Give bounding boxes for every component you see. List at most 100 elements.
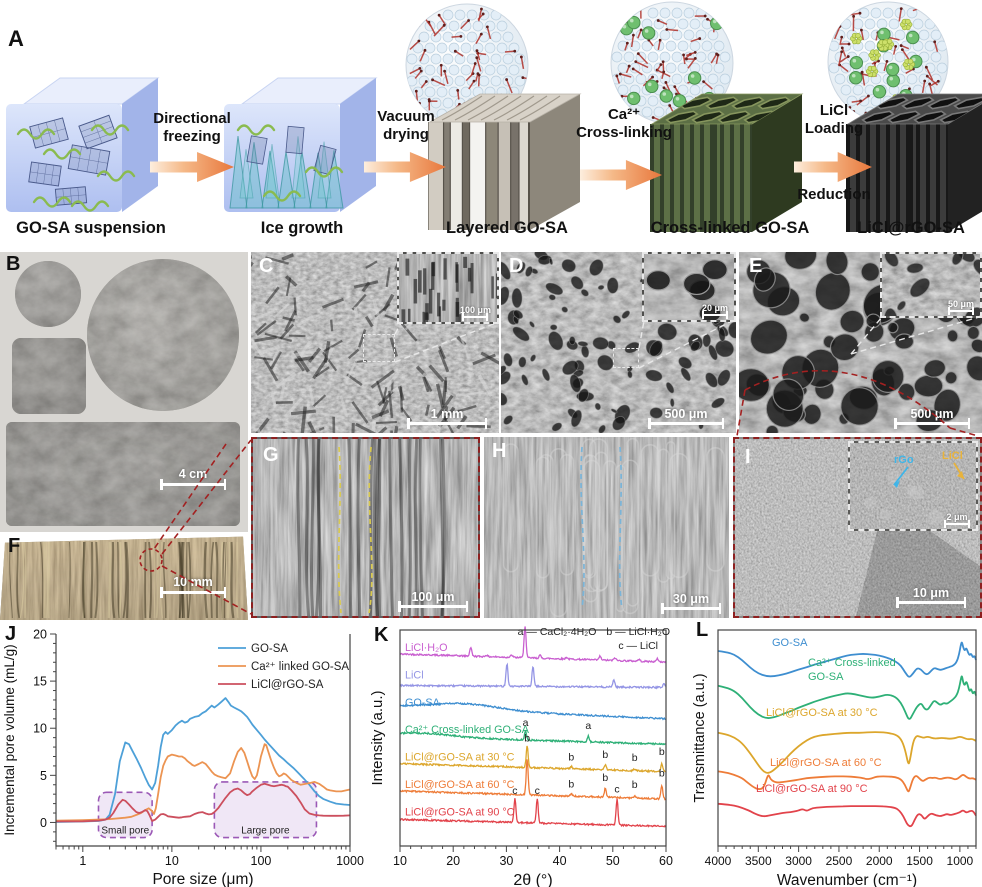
panel-label-c: C [259, 255, 274, 277]
atom-dot [423, 48, 427, 52]
atom-sphere [442, 75, 454, 87]
trace-label: Ca²⁺ Cross-linked [808, 657, 896, 669]
atom-sphere [412, 42, 424, 54]
atom-dot [615, 74, 619, 78]
x-axis-title: 2θ (°) [513, 872, 552, 887]
scale-bar-line [896, 597, 966, 608]
scale-bar-line [462, 313, 489, 321]
trace-label: LiCl·H₂O [405, 642, 448, 654]
atom-dot [656, 19, 660, 22]
peak-label: b [602, 749, 608, 761]
rgo-annotation: rGo [894, 454, 914, 466]
alginate-chain [96, 170, 136, 182]
legend-label: GO-SA [251, 643, 288, 655]
bond [635, 60, 649, 69]
atom-sphere [653, 106, 665, 118]
atom-sphere [647, 95, 659, 107]
atom-dot [923, 79, 927, 83]
scale-bar-text: 500 μm [910, 406, 954, 421]
atom-dot [925, 74, 929, 78]
atom-dot [702, 80, 705, 83]
atom-dot [717, 18, 721, 22]
bond [933, 41, 939, 53]
layered-slab [486, 122, 498, 230]
scale-bar-text: 50 μm [947, 299, 974, 309]
atom-sphere [448, 20, 460, 32]
trace-label: Ca²⁺ Cross-linked GO-SA [405, 724, 530, 736]
atom-sphere [876, 18, 888, 30]
atom-sphere [689, 18, 701, 30]
trace-label: GO-SA [772, 637, 808, 649]
go-sheet [78, 114, 118, 150]
atom-sphere [448, 64, 460, 76]
atom-dot [894, 44, 898, 48]
arrow-label-reduction: Reduction [797, 186, 871, 203]
atom-sphere [840, 18, 852, 30]
atom-dot [439, 63, 443, 67]
ice-growth-cube [224, 77, 378, 212]
legend-label: Ca²⁺ linked GO-SA [251, 661, 349, 673]
scale-bar-line [648, 418, 724, 429]
panel-label-i: I [745, 446, 751, 468]
atom-dot [685, 57, 688, 61]
atom-dot [866, 94, 870, 98]
atom-dot [479, 32, 483, 36]
texture [484, 437, 729, 618]
bond [432, 79, 446, 87]
atom-dot [459, 35, 463, 38]
xrd-trace-Ca²⁺ Cross-linked GO-SA [399, 729, 666, 746]
atom-dot [673, 85, 677, 89]
trace-label: GO-SA [808, 671, 844, 683]
atom-sphere [490, 75, 502, 87]
atom-sphere [707, 29, 719, 41]
atom-dot [627, 64, 631, 68]
atom-sphere [671, 7, 683, 19]
atom-dot [936, 79, 940, 83]
x-tick: 40 [553, 854, 567, 868]
y-tick: 15 [33, 675, 47, 689]
peak-label: b [568, 778, 574, 790]
atom-sphere [701, 62, 713, 74]
atom-dot [933, 40, 937, 44]
x-tick: 1000 [336, 854, 364, 868]
atom-sphere [683, 7, 695, 19]
atom-sphere [924, 40, 936, 52]
scale-bar-line [398, 601, 468, 612]
atom-dot [427, 99, 431, 103]
inset-detail-overlay [864, 462, 965, 525]
layered-slab [462, 122, 469, 230]
bond [486, 26, 492, 40]
bond [409, 67, 421, 75]
atom-sphere [671, 29, 683, 41]
atom-sphere [460, 64, 472, 76]
atom-dot [908, 87, 911, 91]
atom-dot [833, 16, 837, 20]
layered-top-line [454, 95, 496, 121]
atom-sphere [514, 53, 526, 65]
layered-slab [470, 122, 486, 230]
atom-sphere [430, 53, 442, 65]
atom-dot [626, 11, 630, 14]
lamella-trace-yellow [368, 446, 373, 614]
atom-sphere [683, 29, 695, 41]
atom-sphere [496, 20, 508, 32]
licl-cluster [871, 65, 877, 72]
bond [477, 8, 483, 22]
honeycomb-side [948, 103, 982, 232]
go-sheet [28, 161, 62, 187]
atom-dot [513, 49, 517, 53]
texture [87, 259, 239, 411]
atom-dot [662, 86, 666, 90]
bond [905, 68, 914, 74]
atom-dot [456, 88, 460, 92]
sem-detail-overlay [502, 437, 725, 618]
ca-ion [627, 15, 641, 30]
chart-pore-size-distribution: Small pore Large pore 0 5 10 15 20 1 10 100 1000 Po… [0, 620, 368, 887]
bond [921, 80, 926, 93]
licl-annotation: LiCl [942, 450, 963, 462]
ftir-trace-GO-SA [717, 641, 977, 678]
bond [666, 28, 679, 32]
peak-label: b [568, 751, 574, 763]
atom-dot [473, 62, 477, 65]
